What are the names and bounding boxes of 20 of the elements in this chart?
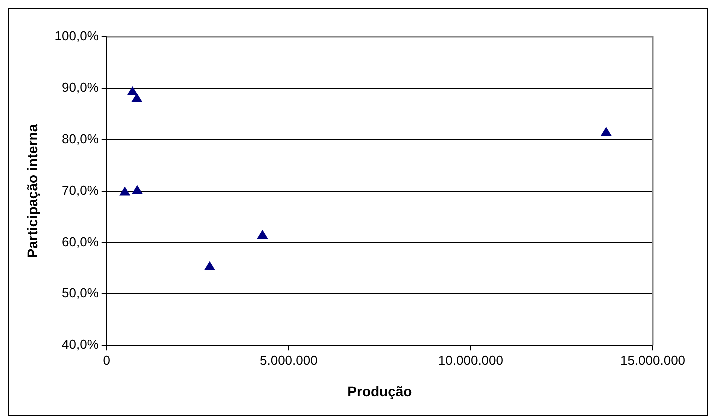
x-axis-title: Produção (348, 383, 412, 400)
point (204, 261, 216, 270)
y-tick-label: 100,0% (54, 28, 100, 44)
x-tick-label: 10.000.000 (438, 352, 504, 368)
y-tick-label: 50,0% (62, 286, 100, 301)
y-tick-label: 60,0% (62, 234, 100, 250)
point (132, 185, 143, 194)
x-tick-label: 5.000.000 (260, 352, 318, 368)
y-tick-label: 70,0% (62, 182, 100, 198)
point (600, 127, 612, 136)
x-tick-label: 15.000.000 (620, 352, 686, 368)
point (120, 186, 131, 196)
point (132, 93, 143, 102)
y-tick-label: 80,0% (62, 131, 100, 146)
x-tick-label: 0 (103, 352, 111, 368)
point (257, 230, 268, 240)
y-tick-label: 40,0% (62, 337, 100, 352)
point (127, 86, 138, 96)
y-tick-label: 90,0% (62, 80, 100, 96)
y-axis-title: Participação interna (24, 124, 40, 258)
